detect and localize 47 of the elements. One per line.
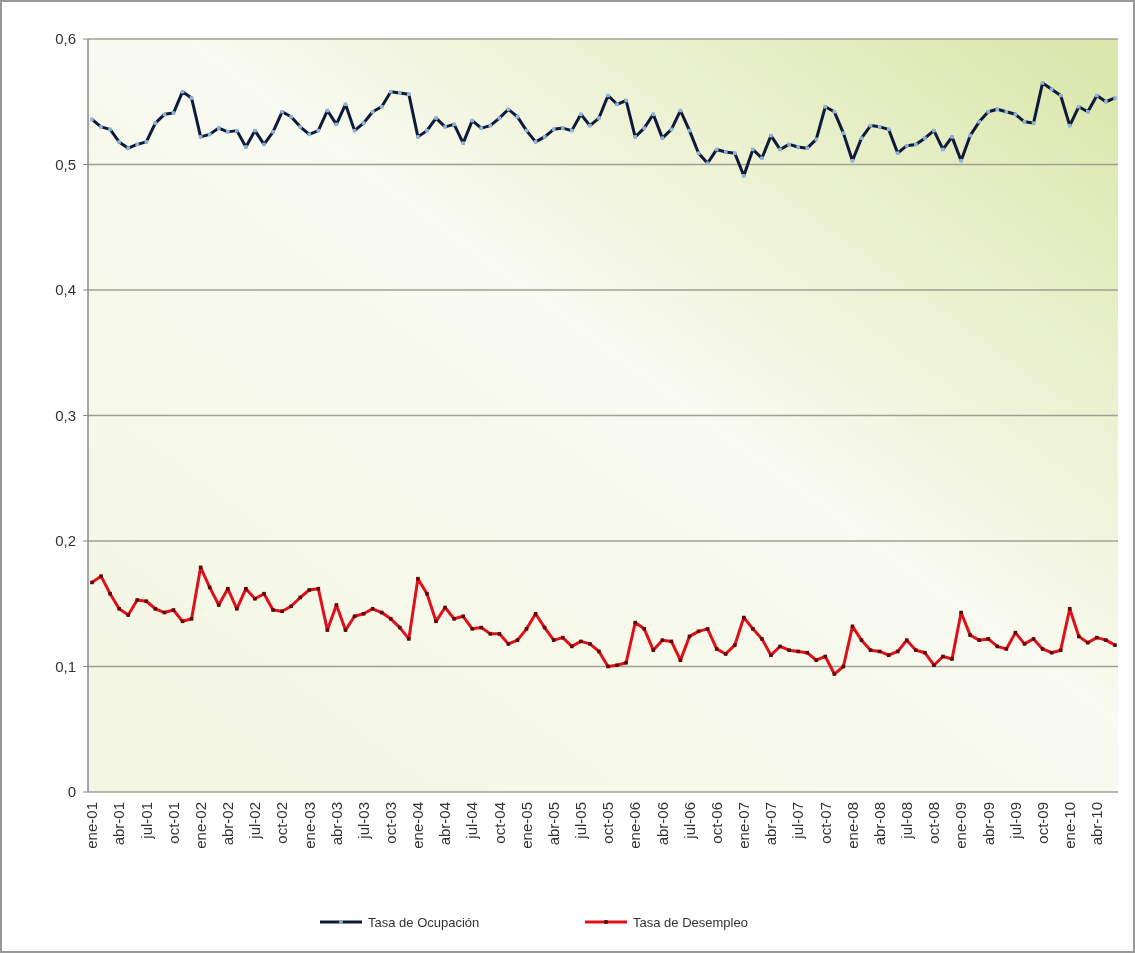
- y-tick-label: 0: [67, 783, 76, 801]
- x-tick-label: jul-05: [572, 802, 590, 840]
- x-tick-label: jul-04: [463, 802, 481, 840]
- x-tick-label: ene-10: [1060, 802, 1078, 849]
- y-tick-label: 0,4: [55, 281, 76, 299]
- x-tick-label: abr-07: [762, 802, 780, 846]
- x-tick-label: jul-01: [137, 802, 155, 840]
- x-tick-label: ene-05: [517, 802, 535, 849]
- x-tick-label: abr-10: [1088, 802, 1106, 846]
- x-tick-label: jul-07: [789, 802, 807, 840]
- y-tick-label: 0,3: [55, 406, 76, 424]
- x-tick-label: abr-09: [979, 802, 997, 846]
- x-tick-label: abr-05: [544, 802, 562, 846]
- x-tick-label: jul-06: [680, 802, 698, 840]
- x-tick-label: ene-02: [191, 802, 209, 849]
- x-tick-label: abr-06: [653, 802, 671, 846]
- y-tick-label: 0,6: [55, 30, 76, 48]
- x-tick-label: oct-01: [164, 802, 182, 844]
- x-tick-label: oct-06: [707, 802, 725, 844]
- x-tick-label: oct-07: [816, 802, 834, 844]
- x-tick-label: abr-04: [436, 802, 454, 846]
- legend-label: Tasa de Desempleo: [633, 914, 748, 930]
- legend-label: Tasa de Ocupación: [368, 914, 480, 930]
- x-tick-label: abr-03: [327, 802, 345, 846]
- x-tick-label: jul-08: [898, 802, 916, 840]
- x-tick-label: oct-02: [273, 802, 291, 844]
- x-tick-label: ene-01: [83, 802, 101, 849]
- x-tick-label: ene-09: [952, 802, 970, 849]
- x-tick-label: ene-03: [300, 802, 318, 849]
- x-tick-label: abr-02: [219, 802, 237, 846]
- x-tick-label: ene-08: [843, 802, 861, 849]
- x-tick-label: ene-04: [409, 802, 427, 849]
- x-tick-label: oct-09: [1033, 802, 1051, 844]
- x-tick-label: abr-01: [110, 802, 128, 846]
- x-tick-label: ene-07: [735, 802, 753, 849]
- y-tick-label: 0,1: [55, 657, 76, 675]
- x-tick-label: abr-08: [870, 802, 888, 846]
- x-tick-label: jul-09: [1006, 802, 1024, 840]
- x-tick-label: oct-04: [490, 802, 508, 844]
- x-tick-label: ene-06: [626, 802, 644, 849]
- x-tick-label: oct-03: [382, 802, 399, 844]
- y-tick-label: 0,2: [55, 532, 76, 550]
- x-tick-label: oct-08: [925, 802, 943, 844]
- y-tick-label: 0,5: [55, 155, 76, 173]
- x-tick-label: oct-05: [599, 802, 617, 844]
- x-tick-label: jul-02: [246, 802, 264, 840]
- x-tick-label: jul-03: [354, 802, 372, 840]
